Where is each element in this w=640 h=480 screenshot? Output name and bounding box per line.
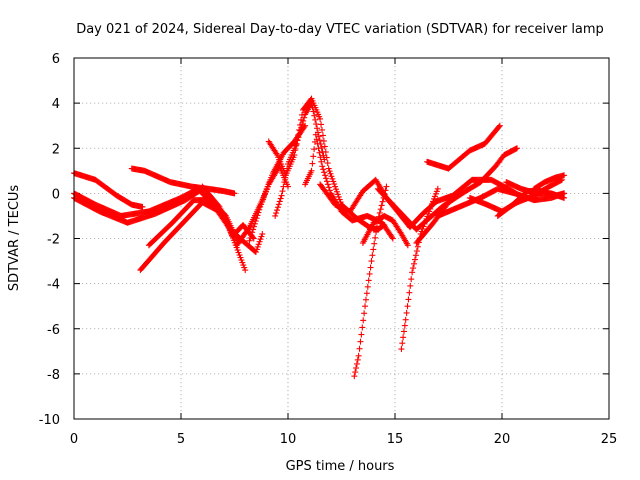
x-tick-label: 10 (280, 432, 297, 447)
series-arc-1 (71, 170, 146, 210)
x-axis-label: GPS time / hours (286, 459, 395, 474)
data-series (71, 95, 568, 380)
x-tick-labels: 0 5 10 15 20 25 (70, 432, 617, 447)
y-tick-label: -6 (47, 323, 60, 338)
series-arc-16 (359, 212, 411, 249)
plot-frame (73, 57, 610, 420)
x-tick-label: 25 (601, 432, 618, 447)
series-arc-21 (430, 176, 527, 206)
series-arc-3 (71, 185, 206, 226)
y-tick-labels: -10 -8 -6 -4 -2 0 2 4 6 (39, 52, 60, 428)
series-arc-18 (398, 185, 441, 353)
y-tick-label: 0 (52, 187, 60, 202)
grid (74, 58, 609, 419)
x-tick-label: 20 (494, 432, 511, 447)
x-tick-label: 0 (70, 432, 78, 447)
y-tick-label: -4 (47, 278, 60, 293)
y-tick-label: 2 (52, 142, 60, 157)
series-arc-25 (503, 179, 568, 201)
y-axis-label: SDTVAR / TECUs (7, 185, 22, 292)
y-tick-label: -8 (47, 368, 60, 383)
y-tick-label: 6 (52, 52, 60, 67)
series-arc-12 (272, 100, 328, 219)
y-tick-label: -2 (47, 233, 60, 248)
x-tick-label: 5 (177, 432, 185, 447)
y-tick-label: -10 (39, 413, 60, 428)
series-arc-10 (246, 163, 291, 244)
series-arc-26 (531, 172, 568, 192)
x-tick-label: 15 (387, 432, 404, 447)
chart-title: Day 021 of 2024, Sidereal Day-to-day VTE… (76, 22, 604, 37)
y-tick-label: 4 (52, 97, 60, 112)
series-arc-19 (424, 122, 503, 172)
